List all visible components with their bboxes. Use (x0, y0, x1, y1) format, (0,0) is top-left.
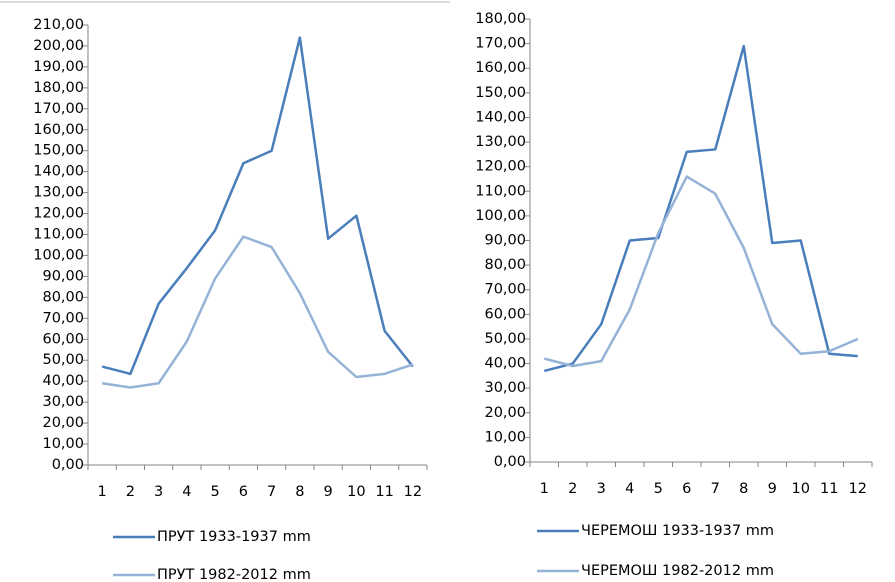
y-tick-label: 60,00 (484, 306, 526, 322)
y-tick-label: 140,00 (33, 164, 84, 180)
y-tick-label: 80,00 (484, 257, 526, 273)
legend-label: ПРУТ 1982-2012 mm (157, 567, 311, 582)
x-tick-label: 2 (126, 484, 135, 500)
y-tick-label: 100,00 (33, 247, 84, 263)
x-tick-label: 5 (211, 484, 220, 500)
x-tick-label: 9 (324, 484, 333, 500)
y-tick-label: 80,00 (42, 289, 84, 305)
x-tick-label: 1 (540, 481, 549, 497)
legend-label: ЧЕРЕМОШ 1982-2012 mm (581, 563, 774, 579)
x-tick-label: 1 (98, 484, 107, 500)
y-tick-label: 0,00 (494, 454, 526, 470)
y-tick-label: 100,00 (475, 208, 526, 224)
x-tick-label: 2 (568, 481, 577, 497)
y-tick-label: 200,00 (33, 38, 84, 54)
y-tick-label: 20,00 (484, 405, 526, 421)
series-line (101, 36, 414, 376)
y-tick-label: 210,00 (33, 17, 84, 33)
x-tick-label: 11 (375, 484, 393, 500)
y-tick-label: 30,00 (42, 394, 84, 410)
x-tick-label: 12 (849, 481, 867, 497)
y-tick-label: 0,00 (52, 457, 84, 473)
y-tick-label: 60,00 (42, 331, 84, 347)
y-tick-label: 50,00 (484, 331, 526, 347)
x-tick-label: 7 (267, 484, 276, 500)
y-tick-label: 110,00 (33, 227, 84, 243)
y-tick-label: 160,00 (475, 60, 526, 76)
y-tick-label: 120,00 (475, 159, 526, 175)
y-tick-label: 90,00 (484, 233, 526, 249)
y-tick-label: 70,00 (42, 310, 84, 326)
y-tick-label: 140,00 (475, 109, 526, 125)
y-tick-label: 190,00 (33, 59, 84, 75)
x-tick-label: 4 (625, 481, 634, 497)
y-tick-label: 150,00 (475, 85, 526, 101)
x-tick-label: 10 (347, 484, 365, 500)
x-tick-label: 12 (404, 484, 422, 500)
y-tick-label: 130,00 (475, 134, 526, 150)
y-tick-label: 30,00 (484, 380, 526, 396)
y-tick-label: 20,00 (42, 415, 84, 431)
series-line (543, 175, 859, 368)
y-tick-label: 180,00 (475, 11, 526, 27)
x-tick-label: 9 (768, 481, 777, 497)
y-tick-label: 40,00 (484, 356, 526, 372)
x-tick-label: 6 (682, 481, 691, 497)
y-tick-label: 40,00 (42, 373, 84, 389)
x-tick-label: 5 (654, 481, 663, 497)
legend-label: ПРУТ 1933-1937 mm (157, 529, 311, 545)
series-line (101, 235, 414, 389)
y-tick-label: 170,00 (33, 101, 84, 117)
x-tick-label: 10 (792, 481, 810, 497)
x-tick-label: 7 (711, 481, 720, 497)
y-tick-label: 170,00 (475, 36, 526, 52)
y-tick-label: 110,00 (475, 183, 526, 199)
x-tick-label: 8 (739, 481, 748, 497)
x-tick-label: 3 (597, 481, 606, 497)
series-line (543, 44, 858, 373)
y-tick-label: 90,00 (42, 268, 84, 284)
legend-label: ЧЕРЕМОШ 1933-1937 mm (581, 523, 774, 539)
y-tick-label: 10,00 (42, 436, 84, 452)
y-tick-label: 150,00 (33, 143, 84, 159)
x-tick-label: 4 (182, 484, 191, 500)
y-tick-label: 10,00 (484, 429, 526, 445)
x-tick-label: 8 (295, 484, 304, 500)
y-tick-label: 120,00 (33, 206, 84, 222)
y-tick-label: 50,00 (42, 352, 84, 368)
x-tick-label: 6 (239, 484, 248, 500)
x-tick-label: 11 (820, 481, 838, 497)
x-tick-label: 3 (154, 484, 163, 500)
y-tick-label: 180,00 (33, 80, 84, 96)
y-tick-label: 70,00 (484, 282, 526, 298)
y-tick-label: 160,00 (33, 122, 84, 138)
y-tick-label: 130,00 (33, 185, 84, 201)
